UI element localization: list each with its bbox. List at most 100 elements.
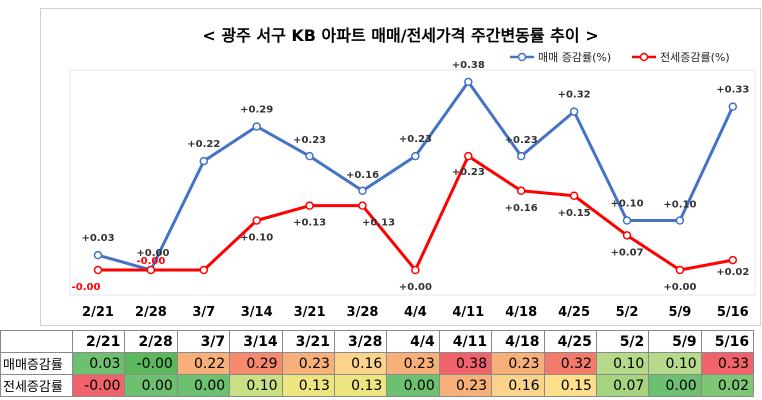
table-header-row: 2/21 2/28 3/7 3/14 3/21 3/28 4/4 4/11 4/18 4/25 5/… — [0, 330, 755, 353]
table-header-cell: 4/11 — [438, 330, 493, 353]
data-label: +0.10 — [663, 200, 696, 211]
data-point — [569, 191, 579, 200]
data-label: +0.03 — [81, 233, 114, 244]
table-cell: 0.38 — [438, 352, 493, 375]
x-tick-label: 2/21 — [82, 305, 114, 320]
data-point — [675, 216, 685, 225]
table-cell: 0.16 — [333, 352, 388, 375]
data-point — [728, 255, 738, 265]
table-cell: 0.13 — [281, 374, 335, 397]
data-point — [411, 265, 420, 275]
data-label: -0.00 — [136, 256, 165, 267]
table-header-cell: 4/4 — [386, 330, 440, 353]
table-cell: 0.03 — [71, 352, 126, 375]
data-label: +0.33 — [716, 85, 749, 96]
data-label: +0.22 — [187, 139, 220, 150]
legend-entry-1: 전세증감률(%) — [660, 51, 730, 64]
table-cell: 0.33 — [700, 352, 755, 375]
data-label: +0.38 — [452, 60, 485, 71]
data-label: +0.23 — [399, 134, 432, 145]
table-cell: 0.22 — [176, 352, 231, 375]
legend-entry-0: 매매 증감률(%) — [538, 51, 611, 64]
data-label: +0.00 — [399, 282, 432, 293]
table-cell: 0.29 — [229, 352, 283, 375]
data-label: +0.15 — [558, 208, 591, 219]
data-point — [464, 77, 473, 87]
data-point — [464, 151, 473, 161]
data-label: +0.07 — [610, 247, 643, 258]
table-header-cell: 3/28 — [333, 330, 388, 353]
data-label: +0.23 — [293, 135, 326, 146]
x-tick-label: 3/28 — [347, 305, 379, 320]
table-cell: 0.02 — [700, 374, 755, 397]
data-point — [622, 216, 632, 225]
x-tick-label: 4/25 — [558, 305, 590, 320]
table-header-cell: 3/21 — [281, 330, 335, 353]
table-header-cell: 5/9 — [648, 330, 702, 353]
table-cell: 0.00 — [386, 374, 440, 397]
x-tick-label: 4/18 — [505, 305, 537, 320]
data-point — [305, 151, 314, 161]
data-label: +0.29 — [240, 104, 273, 115]
table-row-label: 매매증감률 — [0, 352, 73, 375]
table-cell: 0.07 — [595, 374, 650, 397]
table-cell: -0.00 — [71, 374, 126, 397]
table-cell: 0.10 — [595, 352, 650, 375]
data-label: -0.00 — [72, 282, 101, 293]
data-point — [252, 216, 261, 225]
data-point — [622, 231, 632, 240]
x-tick-label: 3/21 — [294, 305, 326, 320]
table-header-cell: 2/21 — [71, 330, 126, 353]
table-header-cell: 4/18 — [491, 330, 545, 353]
data-point — [252, 122, 261, 131]
table-cell: 0.23 — [281, 352, 335, 375]
table-row-label: 전세증감률 — [0, 374, 73, 397]
data-label: +0.32 — [558, 90, 591, 101]
data-label: +0.13 — [293, 218, 326, 229]
legend-marker-1 — [639, 52, 649, 62]
data-point — [358, 186, 367, 196]
table-cell: 0.15 — [543, 374, 597, 397]
data-point — [146, 265, 156, 275]
data-label: +0.00 — [136, 248, 169, 259]
x-tick-label: 2/28 — [135, 305, 167, 320]
table-cell: 0.16 — [491, 374, 545, 397]
table-cell: 0.23 — [438, 374, 493, 397]
data-table: 2/21 2/28 3/7 3/14 3/21 3/28 4/4 4/11 4/18 4/25 5/… — [0, 330, 755, 397]
data-point — [516, 186, 526, 196]
x-tick-label: 5/16 — [717, 305, 749, 320]
table-cell: 0.13 — [333, 374, 388, 397]
table-row: 매매증감률 0.03 -0.00 0.22 0.29 0.23 0.16 0.23 0.38 0.… — [0, 352, 755, 375]
data-label: +0.13 — [362, 218, 395, 229]
data-point — [728, 102, 738, 111]
line-chart: 2/21 2/28 3/7 3/14 3/21 3/28 4/4 4/11 4/18 4/25 5/… — [69, 51, 756, 320]
data-point — [569, 107, 579, 116]
x-tick-label: 5/9 — [668, 305, 691, 320]
table-header-cell: 2/28 — [124, 330, 178, 353]
data-label: +0.23 — [505, 135, 538, 146]
data-point — [199, 265, 209, 275]
table-cell: 0.10 — [648, 352, 702, 375]
table-cell: 0.23 — [491, 352, 545, 375]
x-tick-label: 3/14 — [241, 305, 273, 320]
table-cell: 0.00 — [176, 374, 231, 397]
data-label: +0.23 — [452, 167, 485, 178]
x-tick-label: 3/7 — [192, 305, 215, 320]
table-header-cell: 4/25 — [543, 330, 597, 353]
data-point — [411, 151, 420, 161]
table-cell: 0.32 — [543, 352, 597, 375]
table-cell: 0.00 — [648, 374, 702, 397]
data-point — [93, 265, 103, 275]
table-header-cell: 3/14 — [229, 330, 283, 353]
legend-marker-0 — [517, 52, 527, 62]
data-point — [516, 151, 526, 161]
table-header-cell: 5/16 — [700, 330, 755, 353]
data-point — [675, 265, 685, 275]
x-tick-label: 5/2 — [616, 305, 639, 320]
x-tick-label: 4/4 — [404, 305, 427, 320]
chart-title: < 광주 서구 KB 아파트 매매/전세가격 주간변동률 추이 > — [202, 26, 599, 45]
plot-area — [69, 69, 756, 296]
data-label: +0.02 — [716, 267, 749, 278]
table-cell: 0.23 — [386, 352, 440, 375]
data-label: +0.10 — [240, 233, 273, 244]
